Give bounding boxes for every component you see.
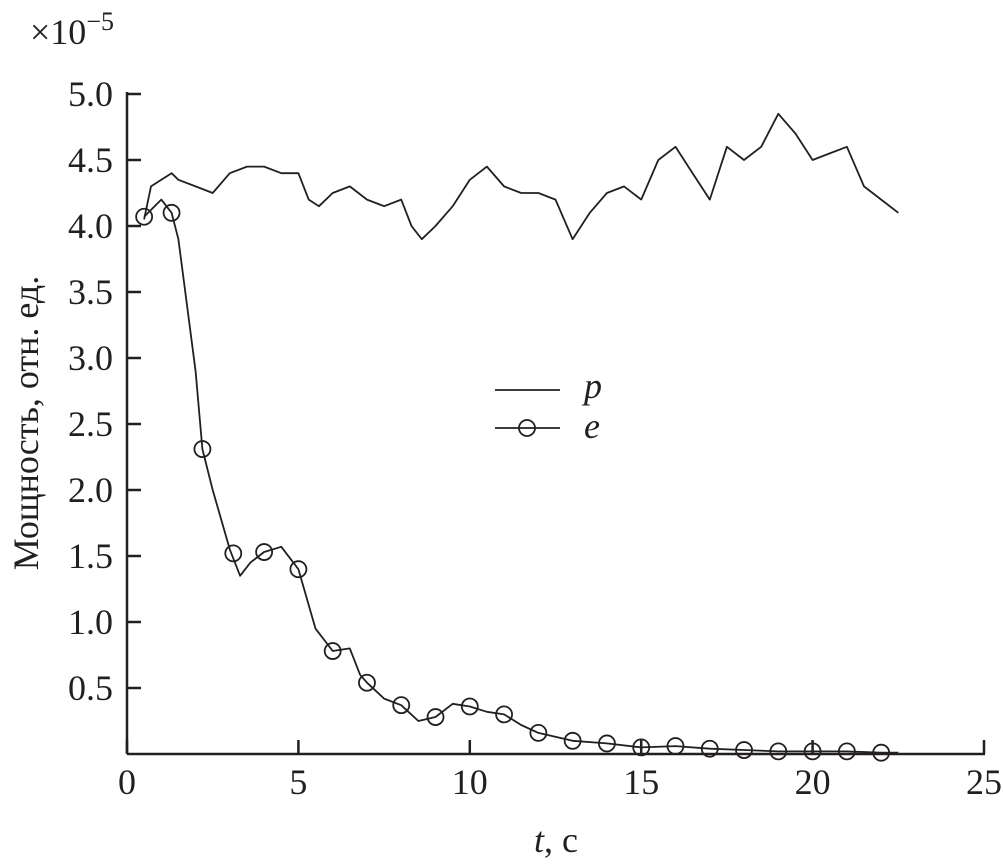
- data-point-e: [529, 723, 548, 742]
- data-point-e: [358, 673, 376, 692]
- legend: p e: [495, 366, 602, 446]
- y-tick-label: 1.0: [68, 602, 113, 642]
- legend-label-e: e: [584, 406, 600, 446]
- data-point-e: [769, 742, 788, 761]
- data-point-e: [872, 743, 891, 762]
- data-point-e: [563, 731, 582, 750]
- data-point-e: [460, 697, 479, 716]
- data-point-e: [666, 737, 685, 755]
- data-point-e: [837, 742, 856, 761]
- x-tick-label: 0: [118, 762, 136, 802]
- x-tick-label: 5: [289, 762, 307, 802]
- data-point-e: [495, 705, 513, 724]
- x-tick-label: 10: [452, 762, 488, 802]
- series-line-p: [143, 112, 899, 241]
- x-axis-label: t, с: [534, 820, 578, 860]
- y-tick-label: 3.5: [68, 272, 113, 312]
- data-point-e: [735, 741, 753, 759]
- data-point-e: [323, 642, 342, 660]
- data-point-e: [255, 543, 274, 561]
- y-tick-label: 0.5: [68, 668, 113, 708]
- series-line-e: [143, 198, 899, 754]
- legend-marker-e: [518, 419, 536, 437]
- data-point-e: [392, 696, 411, 715]
- data-point-e: [135, 207, 154, 226]
- data-point-e: [803, 742, 822, 761]
- y-tick-label: 2.5: [68, 404, 113, 444]
- data-point-e: [598, 734, 616, 753]
- data-point-e: [700, 739, 719, 758]
- series-e: [135, 198, 899, 762]
- data-point-e: [632, 738, 651, 757]
- legend-label-p: p: [581, 366, 602, 406]
- x-tick-label: 25: [966, 762, 1002, 802]
- axes: [125, 92, 985, 756]
- y-tick-label: 5.0: [68, 74, 113, 114]
- y-axis-label: Мощность, отн. ед.: [6, 276, 46, 570]
- y-tick-label: 2.0: [68, 470, 113, 510]
- x-tick-label: 15: [623, 762, 659, 802]
- y-tick-label: 4.0: [68, 206, 113, 246]
- x-tick-label: 20: [795, 762, 831, 802]
- data-point-e: [162, 203, 181, 222]
- data-point-e: [289, 560, 308, 579]
- y-tick-label: 1.5: [68, 536, 113, 576]
- y-multiplier: ×10−5: [30, 7, 114, 52]
- y-tick-label: 4.5: [68, 140, 113, 180]
- series-p: [143, 112, 899, 241]
- y-tick-label: 3.0: [68, 338, 113, 378]
- y-ticks: 0.5 1.0 1.5 2.0 2.5 3.0 3.5 4.0 4.5 5.0: [68, 74, 141, 708]
- data-point-e: [224, 544, 243, 563]
- data-point-e: [193, 440, 212, 458]
- data-point-e: [426, 708, 445, 726]
- x-ticks: 0 5 10 15 20 25: [118, 740, 1002, 802]
